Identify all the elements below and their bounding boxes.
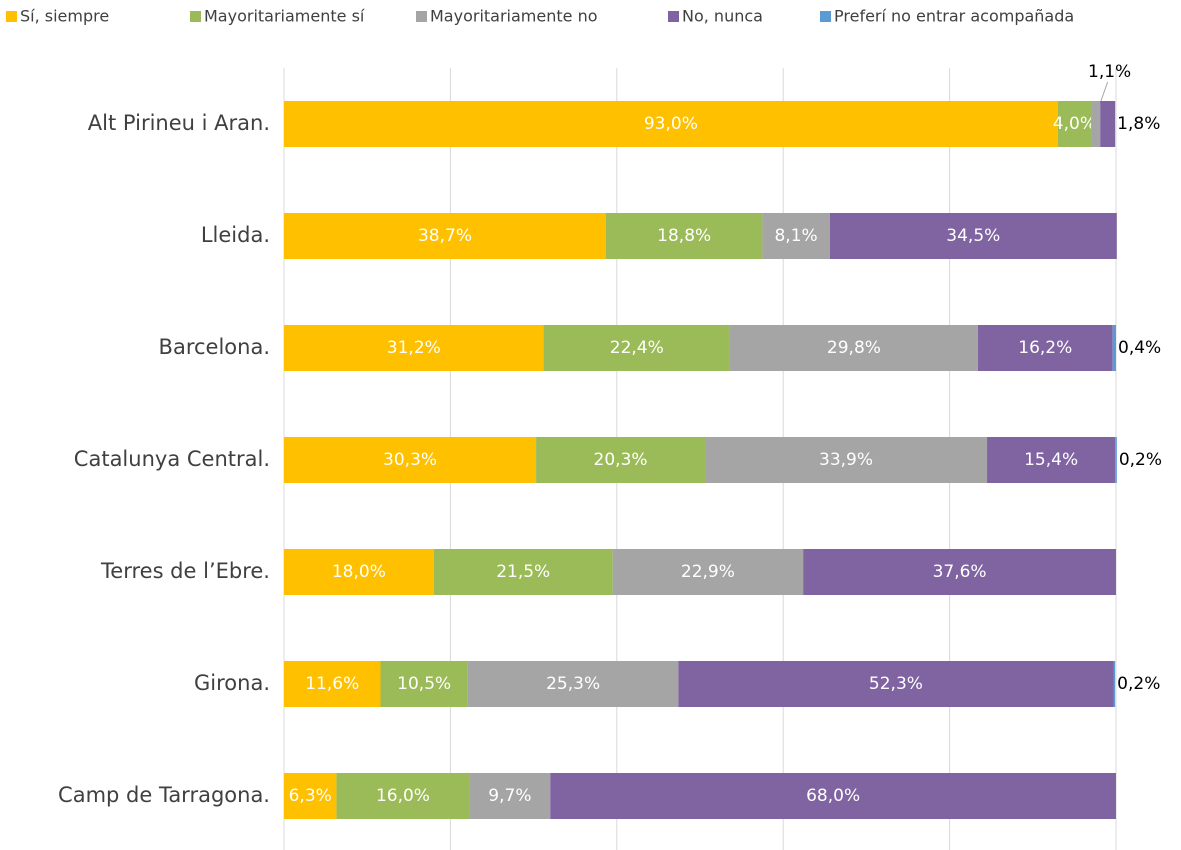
bar-segment [1091, 101, 1101, 147]
data-label: 1,1% [1088, 62, 1131, 82]
bar-segment [1100, 101, 1116, 147]
category-label: Lleida. [201, 223, 270, 247]
data-label: 52,3% [869, 674, 923, 694]
bar-segment [284, 549, 434, 595]
data-label: 16,0% [376, 786, 430, 806]
bar-segment [1057, 101, 1092, 147]
legend-swatch [668, 11, 679, 22]
data-label: 16,2% [1018, 338, 1072, 358]
bar-segment [284, 101, 1058, 147]
bar-segment [803, 549, 1116, 595]
data-label: 6,3% [289, 786, 332, 806]
data-label: 15,4% [1024, 450, 1078, 470]
legend-label: Preferí no entrar acompañada [834, 7, 1074, 26]
data-label: 29,8% [827, 338, 881, 358]
bar-segment [612, 549, 804, 595]
category-label: Terres de l’Ebre. [100, 559, 270, 583]
legend-swatch [416, 11, 427, 22]
bar-segment [704, 437, 988, 483]
bar-segment [284, 437, 537, 483]
data-label: 18,0% [332, 562, 386, 582]
bar-segment [1115, 437, 1117, 483]
legend-label: Mayoritariamente sí [204, 7, 365, 26]
bar-segment [284, 773, 337, 819]
bar-segment [729, 325, 978, 371]
data-label: 21,5% [496, 562, 550, 582]
category-label: Barcelona. [159, 335, 270, 359]
data-label: 0,4% [1118, 338, 1161, 358]
bar-segment [678, 661, 1114, 707]
bar-segment [336, 773, 470, 819]
bar-segment [977, 325, 1113, 371]
category-label: Catalunya Central. [74, 447, 270, 471]
data-label: 38,7% [418, 226, 472, 246]
legend-swatch [6, 11, 17, 22]
category-label: Camp de Tarragona. [58, 783, 270, 807]
legend-swatch [190, 11, 201, 22]
legend-swatch [820, 11, 831, 22]
data-label: 31,2% [387, 338, 441, 358]
bar-segment [987, 437, 1116, 483]
bar-segment [469, 773, 551, 819]
data-label: 9,7% [488, 786, 531, 806]
data-label: 0,2% [1117, 674, 1160, 694]
bar-segment [380, 661, 468, 707]
bar-segment [284, 661, 381, 707]
bar-segment [433, 549, 613, 595]
data-label: 8,1% [774, 226, 817, 246]
data-label: 10,5% [397, 674, 451, 694]
data-label: 0,2% [1119, 450, 1162, 470]
bar-segment [536, 437, 705, 483]
legend-label: Sí, siempre [20, 7, 109, 26]
bar-segment [1113, 661, 1116, 707]
data-label: 25,3% [546, 674, 600, 694]
data-label: 18,8% [657, 226, 711, 246]
data-label: 93,0% [644, 114, 698, 134]
bar-segment [284, 325, 544, 371]
data-label: 20,3% [594, 450, 648, 470]
bar-segment [762, 213, 830, 259]
data-label: 11,6% [305, 674, 359, 694]
bar-segment [1112, 325, 1116, 371]
bar-segment [467, 661, 679, 707]
category-label: Girona. [194, 671, 270, 695]
legend-label: Mayoritariamente no [430, 7, 598, 26]
data-label: 30,3% [383, 450, 437, 470]
bar-segment [543, 325, 730, 371]
data-label: 37,6% [933, 562, 987, 582]
data-label: 34,5% [946, 226, 1000, 246]
data-label: 4,0% [1053, 114, 1096, 134]
bar-segment [550, 773, 1116, 819]
data-label: 22,9% [681, 562, 735, 582]
category-label: Alt Pirineu i Aran. [88, 111, 270, 135]
data-label: 1,8% [1117, 114, 1160, 134]
bar-segment [605, 213, 763, 259]
data-label: 22,4% [610, 338, 664, 358]
data-label: 68,0% [806, 786, 860, 806]
bar-segment [284, 213, 606, 259]
data-label: 33,9% [819, 450, 873, 470]
bar-segment [829, 213, 1117, 259]
leader-line [1095, 81, 1109, 117]
legend-label: No, nunca [682, 7, 763, 26]
